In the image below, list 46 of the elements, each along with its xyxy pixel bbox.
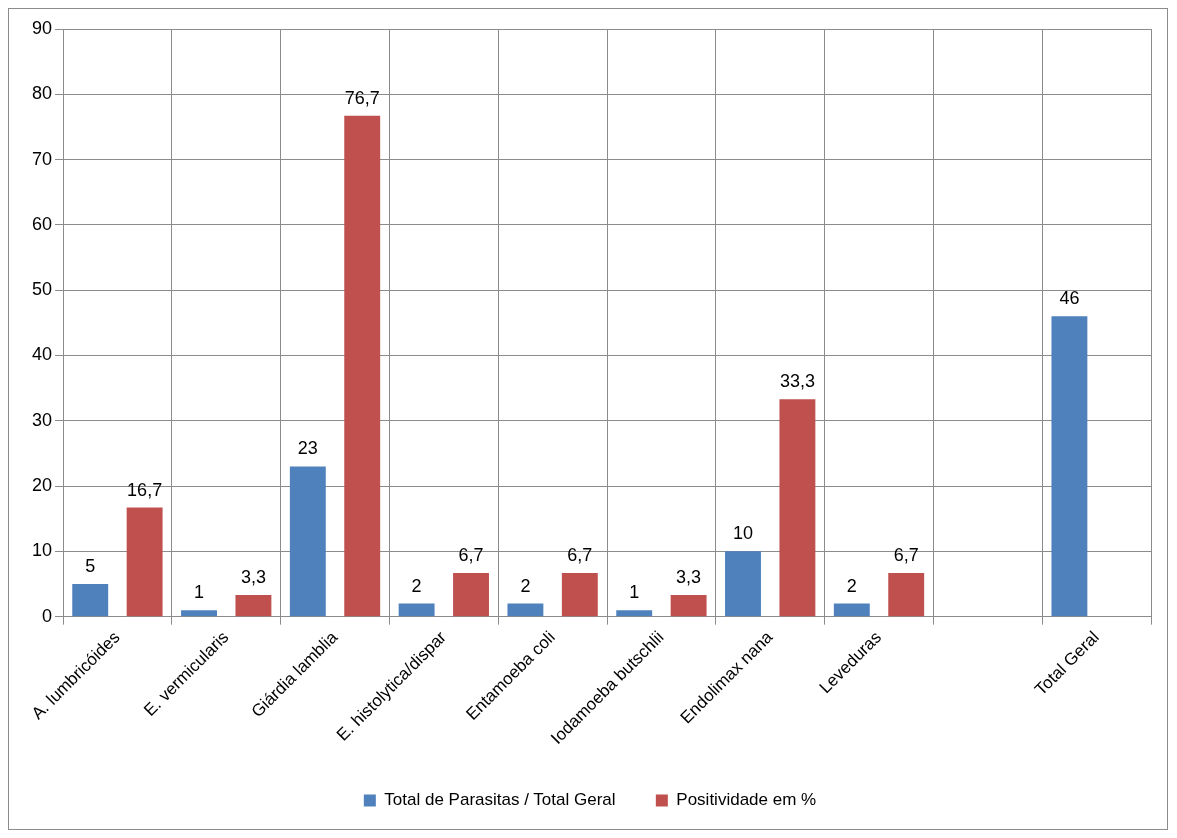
data-label: 3,3 xyxy=(676,567,702,588)
data-label: 5 xyxy=(85,555,96,576)
data-label: 2 xyxy=(411,575,422,596)
data-label: 1 xyxy=(629,582,640,603)
y-tick-label: 50 xyxy=(31,279,53,300)
data-label: 2 xyxy=(520,575,531,596)
y-tick-label: 40 xyxy=(31,344,53,365)
bar xyxy=(235,595,272,617)
legend-label: Total de Parasitas / Total Geral xyxy=(384,790,616,810)
bar xyxy=(181,610,217,617)
bar xyxy=(833,603,870,617)
legend-label: Positividade em % xyxy=(676,790,817,810)
y-tick-label: 30 xyxy=(31,409,53,430)
y-tick-label: 70 xyxy=(31,148,53,169)
bar xyxy=(453,572,489,617)
bar xyxy=(616,610,653,617)
bar xyxy=(888,572,925,617)
data-label: 6,7 xyxy=(458,544,484,565)
bar xyxy=(779,399,816,617)
bar xyxy=(289,466,326,617)
data-label: 16,7 xyxy=(127,479,163,500)
data-label: 33,3 xyxy=(779,371,815,392)
bar xyxy=(126,507,163,617)
y-tick-label: 20 xyxy=(31,475,53,496)
bar xyxy=(72,584,109,617)
bar xyxy=(507,603,544,617)
bar xyxy=(725,551,761,617)
y-tick-label: 80 xyxy=(31,83,53,104)
bar xyxy=(561,572,598,617)
data-label: 1 xyxy=(194,582,205,603)
data-label: 23 xyxy=(297,438,318,459)
y-tick-label: 10 xyxy=(31,540,53,561)
y-tick-label: 0 xyxy=(42,605,53,626)
bar xyxy=(670,595,707,617)
y-tick-label: 90 xyxy=(31,17,53,38)
data-label: 46 xyxy=(1059,288,1080,309)
y-tick-label: 60 xyxy=(31,213,53,234)
bar xyxy=(1051,316,1088,617)
data-label: 76,7 xyxy=(344,87,380,108)
data-label: 10 xyxy=(732,523,754,544)
data-label: 2 xyxy=(846,575,857,596)
data-label: 6,7 xyxy=(567,544,593,565)
bar xyxy=(344,115,381,617)
data-label: 3,3 xyxy=(240,567,266,588)
bar xyxy=(398,603,435,617)
data-label: 6,7 xyxy=(893,544,919,565)
